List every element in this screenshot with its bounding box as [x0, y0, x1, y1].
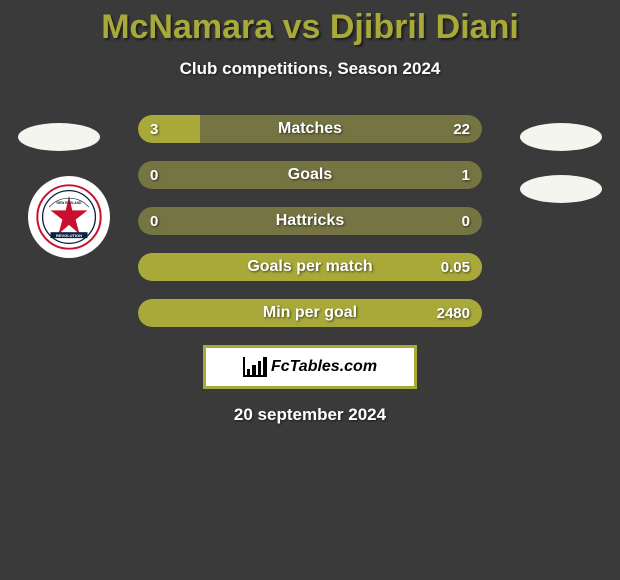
stat-value-right: 0.05	[441, 253, 470, 281]
stat-label: Goals per match	[138, 253, 482, 281]
bar-chart-icon	[243, 357, 267, 377]
stat-value-right: 0	[462, 207, 470, 235]
stat-label: Hattricks	[138, 207, 482, 235]
page-subtitle: Club competitions, Season 2024	[0, 59, 620, 79]
stat-row: Min per goal2480	[138, 299, 482, 327]
stat-row: 0Goals1	[138, 161, 482, 189]
footer-brand-text: FcTables.com	[271, 358, 377, 376]
stat-row: 0Hattricks0	[138, 207, 482, 235]
stat-label: Matches	[138, 115, 482, 143]
footer-date: 20 september 2024	[0, 405, 620, 425]
footer-brand-box: FcTables.com	[203, 345, 417, 389]
stat-label: Goals	[138, 161, 482, 189]
stat-row: 3Matches22	[138, 115, 482, 143]
stat-label: Min per goal	[138, 299, 482, 327]
page-title: McNamara vs Djibril Diani	[0, 0, 620, 47]
stat-value-right: 2480	[437, 299, 470, 327]
stats-bars-container: 3Matches220Goals10Hattricks0Goals per ma…	[0, 115, 620, 327]
stat-value-right: 22	[453, 115, 470, 143]
stat-row: Goals per match0.05	[138, 253, 482, 281]
stat-value-right: 1	[462, 161, 470, 189]
